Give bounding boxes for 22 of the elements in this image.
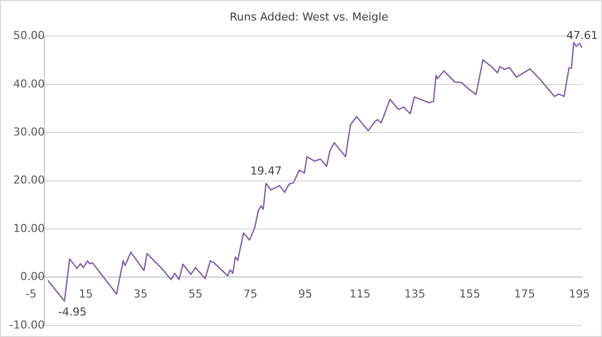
y-tick-label: 50.00 — [13, 29, 45, 42]
x-tick-label: 95 — [298, 288, 312, 301]
y-tick-label: 0.00 — [20, 270, 45, 284]
x-tick-label: 15 — [78, 288, 93, 301]
x-tick-label: -5 — [26, 288, 36, 301]
y-tick-label: -10.00 — [9, 318, 45, 332]
data-label: -4.95 — [58, 305, 87, 318]
y-tick-label: 10.00 — [13, 222, 45, 235]
y-tick-label: 30.00 — [13, 125, 45, 138]
y-tick-label: 40.00 — [13, 77, 45, 90]
chart-title: Runs Added: West vs. Meigle — [230, 10, 388, 24]
data-label: 47.61 — [566, 29, 598, 42]
x-tick-label: 115 — [350, 288, 371, 301]
x-tick-label: 155 — [459, 288, 480, 301]
x-tick-label: 135 — [404, 288, 426, 301]
y-tick-label: 20.00 — [13, 174, 45, 187]
x-tick-label: 35 — [134, 288, 148, 301]
x-tick-label: 175 — [514, 288, 536, 301]
x-tick-label: 75 — [243, 288, 258, 301]
x-tick-label: 195 — [568, 288, 590, 301]
data-label: 19.47 — [250, 164, 282, 178]
x-tick-label: 55 — [188, 288, 203, 301]
